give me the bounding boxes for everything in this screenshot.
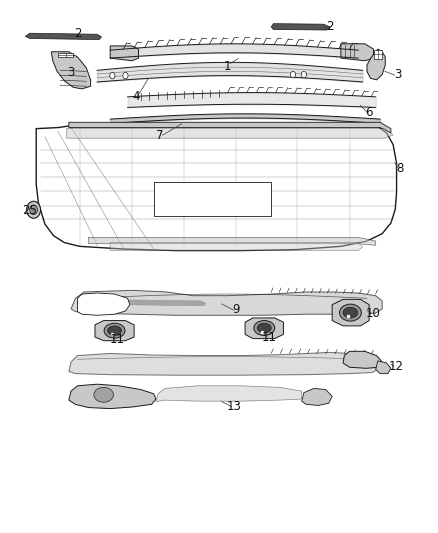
Ellipse shape <box>254 320 275 335</box>
Polygon shape <box>367 49 385 80</box>
Polygon shape <box>51 52 91 89</box>
Polygon shape <box>376 361 391 374</box>
Text: 25: 25 <box>22 204 37 217</box>
Circle shape <box>301 71 307 78</box>
Text: 4: 4 <box>133 90 140 103</box>
Polygon shape <box>69 384 156 409</box>
Circle shape <box>110 72 115 79</box>
Polygon shape <box>36 123 396 251</box>
Polygon shape <box>245 318 283 338</box>
Text: 1: 1 <box>224 60 231 73</box>
Circle shape <box>290 71 296 78</box>
Polygon shape <box>302 389 332 406</box>
Polygon shape <box>88 237 376 245</box>
Text: 2: 2 <box>326 20 334 34</box>
Text: 8: 8 <box>396 162 403 175</box>
Polygon shape <box>110 243 363 251</box>
Text: 11: 11 <box>261 330 276 344</box>
Ellipse shape <box>343 308 358 318</box>
Circle shape <box>27 201 41 218</box>
Polygon shape <box>110 46 138 61</box>
Polygon shape <box>154 182 271 216</box>
Polygon shape <box>67 128 393 138</box>
Ellipse shape <box>94 387 113 402</box>
Polygon shape <box>332 300 369 326</box>
Text: 12: 12 <box>389 360 404 373</box>
Text: 13: 13 <box>227 400 242 413</box>
Polygon shape <box>119 300 206 306</box>
Polygon shape <box>156 386 302 402</box>
Polygon shape <box>271 23 330 30</box>
Text: 3: 3 <box>67 67 75 79</box>
Polygon shape <box>343 351 382 368</box>
Ellipse shape <box>108 326 121 335</box>
Text: 9: 9 <box>233 303 240 317</box>
Polygon shape <box>71 290 382 316</box>
Text: 6: 6 <box>365 106 373 119</box>
Polygon shape <box>58 53 73 57</box>
Polygon shape <box>25 33 102 39</box>
Polygon shape <box>69 122 391 133</box>
Polygon shape <box>374 50 382 59</box>
Ellipse shape <box>104 323 125 338</box>
Text: 3: 3 <box>394 68 401 81</box>
Circle shape <box>123 72 128 79</box>
Ellipse shape <box>257 323 271 333</box>
Text: 11: 11 <box>109 333 124 346</box>
Polygon shape <box>69 352 380 375</box>
Polygon shape <box>341 44 374 61</box>
Text: 10: 10 <box>366 306 381 320</box>
Text: 7: 7 <box>156 128 164 141</box>
Polygon shape <box>78 293 130 316</box>
Ellipse shape <box>339 304 361 321</box>
Text: 2: 2 <box>74 27 81 39</box>
Polygon shape <box>95 320 134 341</box>
Circle shape <box>30 205 38 215</box>
